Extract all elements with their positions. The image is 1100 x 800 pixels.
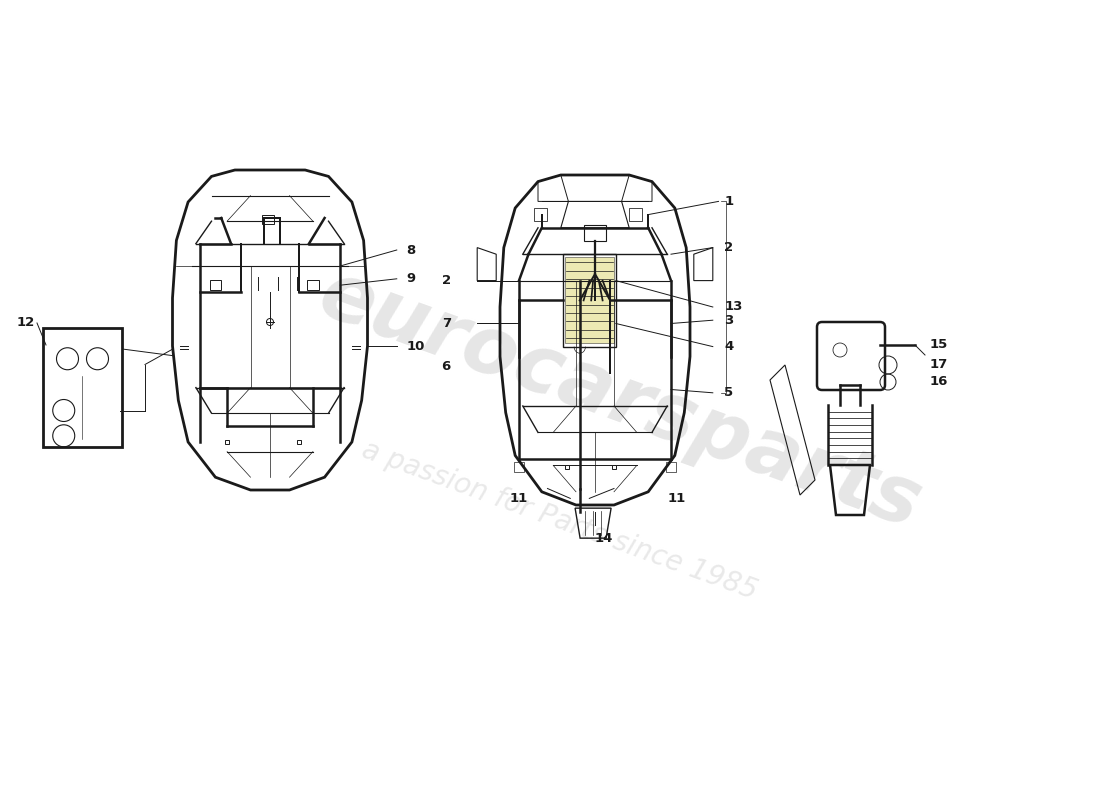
Text: 2: 2 (724, 241, 734, 254)
Text: 9: 9 (407, 272, 416, 286)
Text: 16: 16 (930, 375, 948, 389)
Bar (514, 462, 524, 472)
Text: 1: 1 (724, 195, 734, 208)
Text: 12: 12 (16, 317, 35, 330)
Bar (584, 225, 606, 241)
Text: 10: 10 (407, 339, 425, 353)
Text: 4: 4 (724, 340, 734, 353)
Bar (209, 281, 221, 290)
Text: eurocarsparts: eurocarsparts (308, 255, 932, 545)
Text: 3: 3 (724, 314, 734, 326)
Text: 17: 17 (930, 358, 948, 371)
Text: 11: 11 (509, 492, 528, 505)
Text: 6: 6 (441, 360, 451, 373)
Text: 5: 5 (724, 386, 734, 399)
Bar (563, 254, 616, 346)
Bar (307, 281, 319, 290)
Text: 7: 7 (442, 317, 451, 330)
Bar (262, 214, 274, 224)
Text: 15: 15 (930, 338, 948, 351)
Bar (667, 462, 675, 472)
Bar (535, 208, 548, 222)
Text: a passion for Parts since 1985: a passion for Parts since 1985 (359, 435, 761, 605)
Text: 14: 14 (595, 531, 614, 545)
Bar (564, 258, 614, 343)
Text: 11: 11 (668, 492, 685, 505)
Text: 8: 8 (407, 243, 416, 257)
Text: 13: 13 (724, 301, 743, 314)
Text: 2: 2 (442, 274, 451, 287)
Bar (629, 208, 642, 222)
